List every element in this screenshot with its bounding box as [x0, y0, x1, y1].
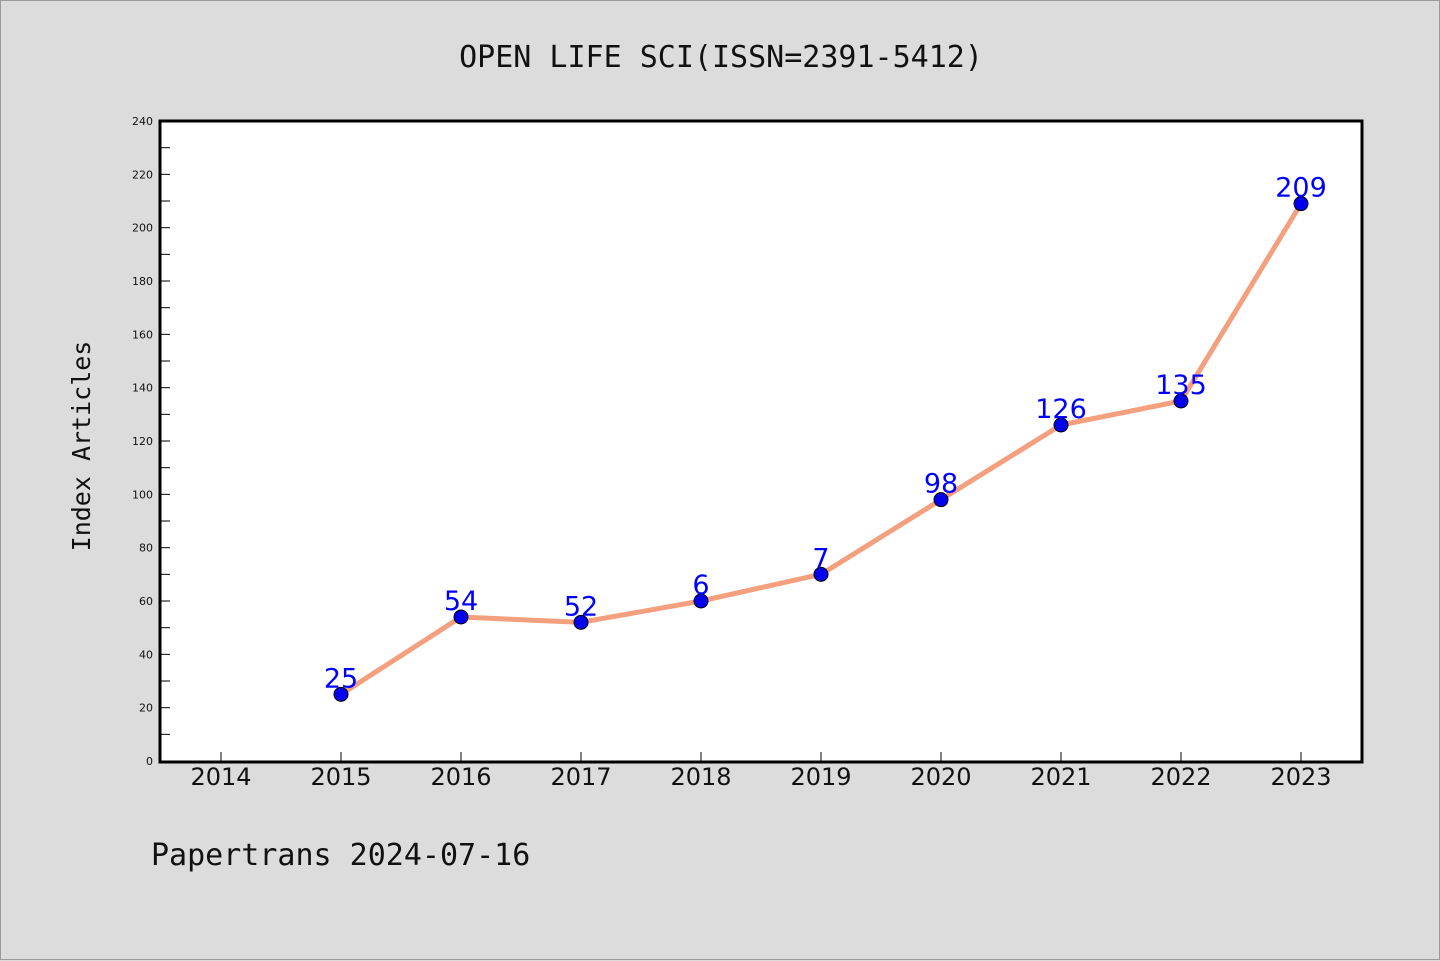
x-tick-label: 2015 [310, 763, 371, 791]
chart-title: OPEN LIFE SCI(ISSN=2391-5412) [459, 40, 983, 75]
data-point [813, 566, 829, 582]
data-point [1053, 417, 1069, 433]
x-tick-label: 2020 [910, 763, 971, 791]
data-point [1293, 196, 1309, 212]
data-label: 209 [1275, 173, 1327, 204]
data-point [573, 614, 589, 630]
data-point [693, 593, 709, 609]
x-tick-label: 2021 [1030, 763, 1091, 791]
data-labels: 25 54 52 6 7 98 126 135 209 [324, 173, 1327, 695]
data-label: 98 [924, 469, 958, 500]
y-tick-label: 120 [132, 435, 153, 448]
plot-area [158, 119, 1364, 764]
data-markers [333, 196, 1309, 702]
data-label: 126 [1035, 394, 1087, 425]
data-label: 6 [692, 570, 709, 601]
y-tick-label: 60 [139, 595, 153, 608]
y-tick-label: 20 [139, 702, 153, 715]
data-point [933, 492, 949, 508]
footer-credit: Papertrans 2024-07-16 [151, 838, 530, 873]
y-tick-label: 200 [132, 222, 153, 235]
x-tick-label: 2017 [550, 763, 611, 791]
x-tick-label: 2022 [1150, 763, 1211, 791]
y-axis-label: Index Articles [67, 341, 96, 552]
y-tick-label: 180 [132, 275, 153, 288]
y-axis: 0 20 40 60 80 100 120 140 160 180 200 220 240 [132, 115, 170, 768]
y-tick-label: 160 [132, 328, 153, 341]
x-tick-label: 2018 [670, 763, 731, 791]
y-tick-label: 140 [132, 382, 153, 395]
data-label: 135 [1155, 370, 1207, 401]
x-tick-label: 2014 [190, 763, 251, 791]
y-tick-label: 220 [132, 168, 153, 181]
data-label: 54 [444, 586, 478, 617]
x-tick-label: 2023 [1270, 763, 1331, 791]
x-tick-label: 2016 [430, 763, 491, 791]
data-label: 7 [812, 543, 829, 574]
y-tick-label: 240 [132, 115, 153, 128]
y-tick-label: 100 [132, 488, 153, 501]
y-tick-label: 0 [146, 755, 153, 768]
data-point [1173, 393, 1189, 409]
x-axis: 2014 2015 2016 2017 2018 2019 2020 2021 2022 2023 [190, 752, 1332, 791]
data-label: 52 [564, 591, 598, 622]
y-tick-label: 80 [139, 542, 153, 555]
data-point [333, 686, 349, 702]
data-label: 25 [324, 663, 358, 694]
x-tick-label: 2019 [790, 763, 851, 791]
data-point [453, 609, 469, 625]
y-tick-label: 40 [139, 648, 153, 661]
